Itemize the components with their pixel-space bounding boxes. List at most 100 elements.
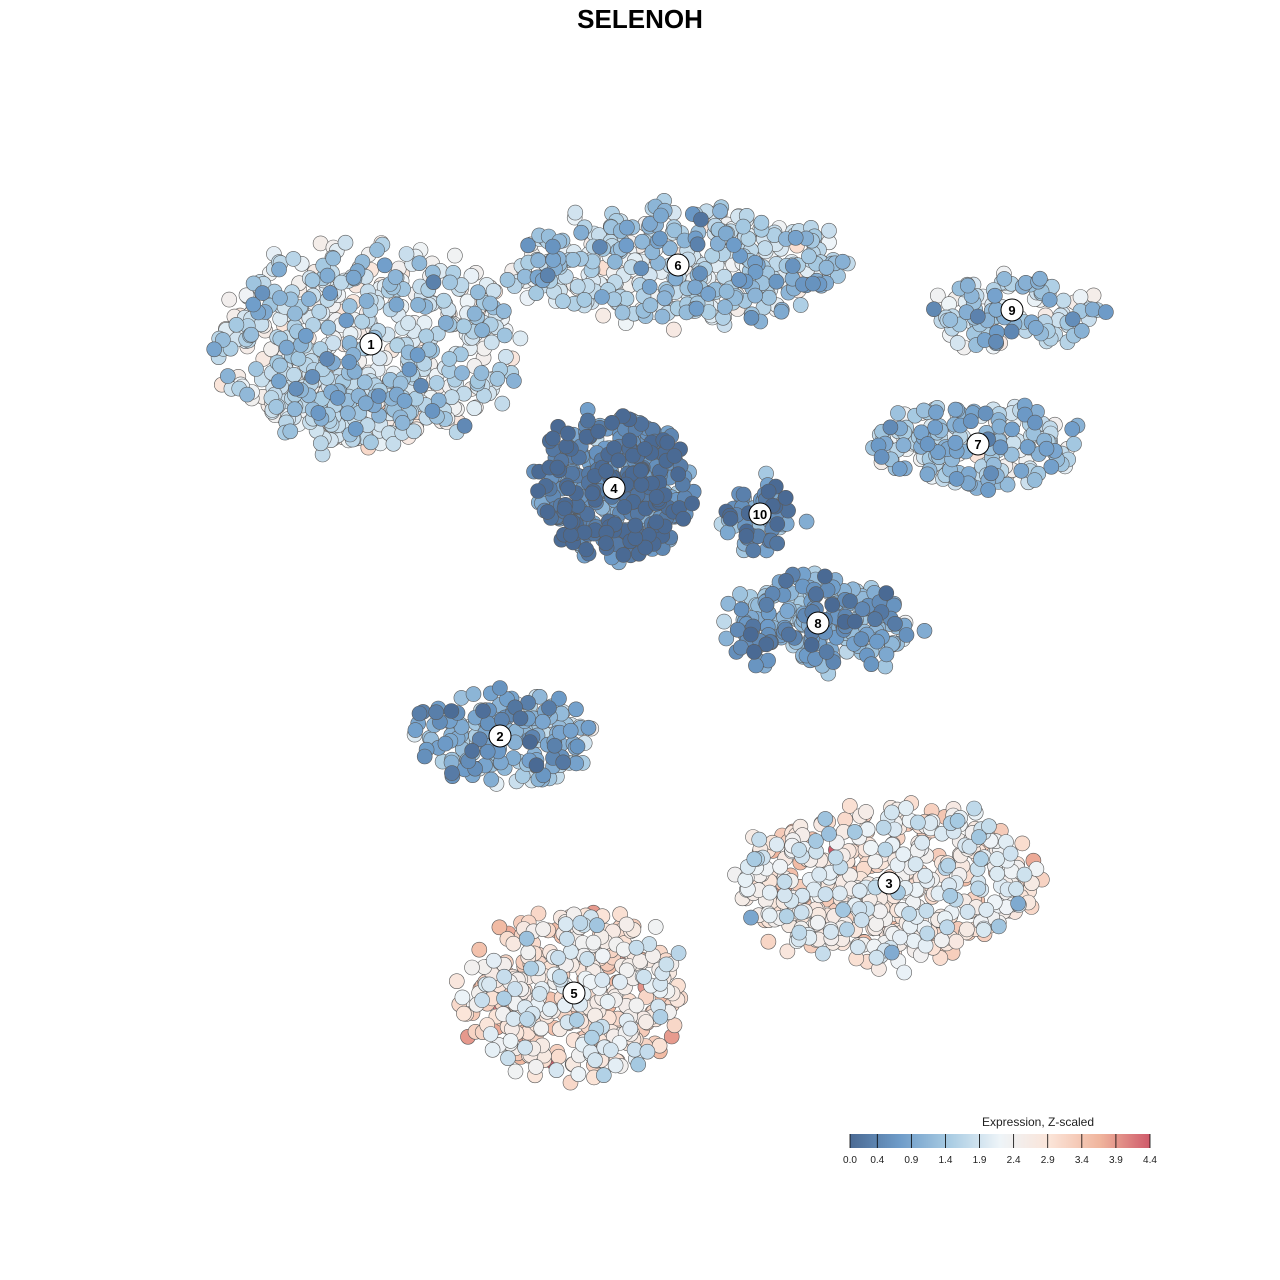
cell-point [621,432,638,449]
cell-point [520,237,536,254]
cell-point [522,734,538,750]
cell-point [530,905,547,922]
cell-point [692,265,708,282]
cell-point [875,819,892,836]
cell-point [325,250,342,267]
cell-point [418,328,435,345]
cell-point [282,423,299,440]
cell-point [376,257,393,274]
cell-point [389,337,406,354]
cell-point [743,309,760,326]
cell-point [424,403,441,419]
cell-point [221,291,237,308]
cell-point [867,853,884,870]
cell-point [568,755,585,772]
cell-point [456,418,473,434]
cell-point [949,335,966,351]
cell-point [638,1014,654,1030]
cluster-label-3: 3 [877,871,901,895]
colorbar-tick-label: 4.4 [1143,1155,1157,1166]
colorbar-tick-label: 1.9 [973,1155,987,1166]
cell-point [304,272,321,289]
cell-point [268,399,285,415]
cell-point [942,887,959,904]
cell-point [633,476,650,493]
cell-point [482,295,499,312]
cell-point [319,351,335,367]
cell-point [598,535,614,552]
cell-point [1010,895,1026,912]
cell-point [821,826,837,842]
cell-point [1098,304,1114,320]
cluster-label-badge [748,502,772,526]
cell-point [425,274,442,291]
cell-point [310,405,327,421]
cell-point [443,703,460,719]
cell-point [1064,421,1080,437]
cell-point [869,633,885,650]
cell-point [545,252,562,268]
cell-point [761,884,778,901]
cell-point [474,992,490,1008]
cell-point [1038,440,1055,457]
cell-point [482,1026,499,1042]
cell-point [654,308,671,325]
cell-point [594,289,610,305]
cell-point [454,989,471,1006]
cluster-label-2: 2 [488,724,512,748]
cell-point [590,423,607,440]
cell-point [987,287,1003,304]
colorbar-tick-label: 2.9 [1041,1155,1055,1166]
cell-point [579,951,596,967]
cell-point [411,255,428,272]
cell-point [891,461,908,477]
cell-point [662,240,678,257]
cell-point [254,285,271,301]
cell-point [758,596,775,613]
cell-point [675,510,692,527]
cell-point [558,438,575,455]
cell-point [548,1062,565,1078]
cell-point [918,903,935,919]
cell-point [466,305,483,322]
cell-point [496,968,513,985]
cell-point [618,237,635,254]
cell-point [565,251,581,268]
cluster-label-text: 3 [885,876,892,891]
cell-point [584,485,601,502]
cell-point [718,630,735,647]
cell-point [882,419,899,436]
cell-point [520,944,537,961]
cell-point [735,218,752,235]
cell-point [329,390,346,406]
cell-point [519,1011,535,1027]
cell-point [245,275,262,292]
cell-point [978,901,995,918]
cell-point [841,798,858,814]
cell-point [778,572,794,589]
cluster-label-badge [488,724,512,748]
cell-point [1003,446,1020,463]
cell-point [827,849,844,866]
cluster-label-badge [666,253,690,277]
cell-point [448,973,465,990]
cell-point [589,917,605,934]
cell-point [456,1005,472,1022]
cell-point [732,586,748,602]
cell-point [769,516,786,532]
cell-point [1028,320,1044,336]
cell-point [455,318,472,335]
cell-point [1002,845,1019,862]
cell-point [917,867,934,884]
cell-point [942,312,959,328]
cell-point [494,395,511,412]
cell-point [546,737,563,754]
cell-point [991,418,1008,435]
cell-point [312,435,329,452]
cell-point [817,568,833,585]
cell-point [530,252,547,269]
cell-point [555,293,571,310]
cell-point [491,919,508,936]
cell-point [555,754,572,771]
cell-point [612,974,628,990]
